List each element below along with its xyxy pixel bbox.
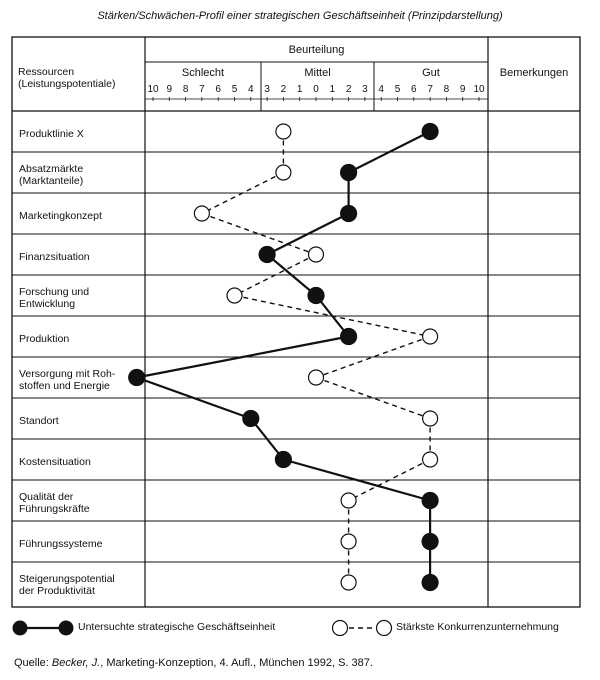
own-connector-line bbox=[283, 458, 431, 502]
row-label: Produktlinie X bbox=[19, 127, 84, 140]
scale-tick-label: 3 bbox=[264, 84, 270, 95]
competitor-point bbox=[340, 533, 357, 550]
own-connector-line bbox=[348, 130, 431, 174]
own-point bbox=[340, 163, 358, 182]
competitor-connector-line bbox=[315, 335, 431, 379]
competitor-point bbox=[422, 451, 439, 468]
scale-tick-label: 7 bbox=[427, 84, 433, 95]
own-point bbox=[274, 450, 292, 469]
scale-tick-label: 9 bbox=[459, 84, 466, 95]
row-label: Absatzmärkte (Marktanteile) bbox=[19, 162, 84, 187]
competitor-point bbox=[307, 246, 325, 263]
competitor-connector-line bbox=[315, 376, 431, 420]
row-label: Forschung und Entwicklung bbox=[19, 285, 90, 310]
competitor-connector-line bbox=[201, 171, 284, 215]
own-connector-line bbox=[266, 253, 317, 297]
row-label: Marketingkonzept bbox=[19, 209, 102, 222]
medium-header: Mittel bbox=[304, 67, 331, 79]
row-label: Finanzsituation bbox=[19, 250, 90, 263]
row-label: Steigerungspotential der Produktivität bbox=[19, 572, 115, 597]
row-label: Produktion bbox=[19, 332, 70, 345]
scale-tick-label: 10 bbox=[147, 84, 159, 95]
scale-tick-label: 6 bbox=[411, 84, 417, 95]
scale-tick-label: 2 bbox=[345, 84, 352, 95]
table-frame bbox=[11, 36, 581, 608]
row-label: Führungssysteme bbox=[19, 537, 103, 550]
scale-tick-label: 9 bbox=[166, 84, 173, 95]
scale-tick-label: 7 bbox=[199, 84, 205, 95]
own-point bbox=[340, 327, 358, 346]
competitor-point bbox=[340, 492, 357, 509]
scale-tick-label: 5 bbox=[394, 84, 401, 95]
source-prefix: Quelle: bbox=[14, 657, 52, 669]
resources-header: Ressourcen (Leistungspotentiale) bbox=[18, 66, 116, 90]
own-point bbox=[128, 368, 146, 387]
scale-tick-label: 8 bbox=[182, 84, 189, 95]
own-connector-line bbox=[136, 376, 252, 420]
good-header: Gut bbox=[422, 67, 440, 79]
competitor-connector-line bbox=[234, 253, 317, 297]
own-connector-line bbox=[266, 212, 350, 256]
chart-title: Stärken/Schwächen-Profil einer strategis… bbox=[97, 10, 503, 22]
competitor-point bbox=[226, 287, 243, 304]
source-rest: , Marketing-Konzeption, 4. Aufl., Münche… bbox=[100, 657, 373, 669]
scale-tick-label: 1 bbox=[296, 84, 303, 95]
source-author: Becker, J. bbox=[51, 657, 101, 669]
legend-competitor-label: Stärkste Konkurrenzunternehmung bbox=[396, 621, 559, 633]
competitor-point bbox=[307, 369, 325, 386]
remarks-header: Bemerkungen bbox=[499, 67, 569, 79]
scale-tick-label: 2 bbox=[280, 84, 287, 95]
competitor-connector-line bbox=[201, 212, 317, 256]
competitor-point bbox=[275, 164, 292, 181]
bad-header: Schlecht bbox=[181, 67, 225, 79]
scale-tick-label: 10 bbox=[473, 84, 485, 95]
competitor-point bbox=[340, 574, 357, 591]
own-point bbox=[242, 409, 260, 428]
competitor-point bbox=[422, 410, 439, 427]
own-point bbox=[421, 122, 439, 141]
row-label: Qualität der Führungskräfte bbox=[19, 490, 90, 515]
scale-tick-label: 3 bbox=[362, 84, 368, 95]
own-connector-line bbox=[136, 335, 349, 379]
own-point bbox=[307, 286, 325, 305]
scale-tick-label: 4 bbox=[248, 84, 254, 95]
own-point bbox=[421, 573, 439, 592]
row-label: Kostensituation bbox=[19, 455, 91, 468]
row-label: Versorgung mit Roh- stoffen und Energie bbox=[19, 367, 116, 392]
own-point bbox=[421, 491, 439, 510]
row-label: Standort bbox=[19, 414, 59, 427]
own-point bbox=[421, 532, 439, 551]
competitor-connector-line bbox=[348, 458, 431, 502]
rating-header: Beurteilung bbox=[288, 44, 345, 56]
legend-competitor-dot-right bbox=[375, 619, 393, 637]
legend-competitor-dot-left bbox=[331, 619, 349, 637]
competitor-point bbox=[275, 123, 292, 140]
legend-own-label: Untersuchte strategische Geschäftseinhei… bbox=[78, 621, 276, 633]
scale-tick-label: 5 bbox=[231, 84, 238, 95]
own-point bbox=[340, 204, 358, 223]
competitor-point bbox=[422, 328, 439, 345]
scale-tick-label: 1 bbox=[329, 84, 336, 95]
legend-own-dot-left bbox=[12, 620, 28, 636]
scale-tick-label: 0 bbox=[313, 84, 319, 95]
source-citation: Quelle: Becker, J., Marketing-Konzeption… bbox=[14, 657, 373, 669]
competitor-point bbox=[193, 205, 210, 222]
legend-own-dot-right bbox=[58, 620, 74, 636]
scale-tick-label: 4 bbox=[378, 84, 384, 95]
own-connector-line bbox=[249, 417, 285, 461]
scale-tick-label: 8 bbox=[443, 84, 450, 95]
scale-tick-label: 6 bbox=[215, 84, 221, 95]
competitor-connector-line bbox=[234, 294, 431, 338]
own-point bbox=[258, 245, 276, 264]
